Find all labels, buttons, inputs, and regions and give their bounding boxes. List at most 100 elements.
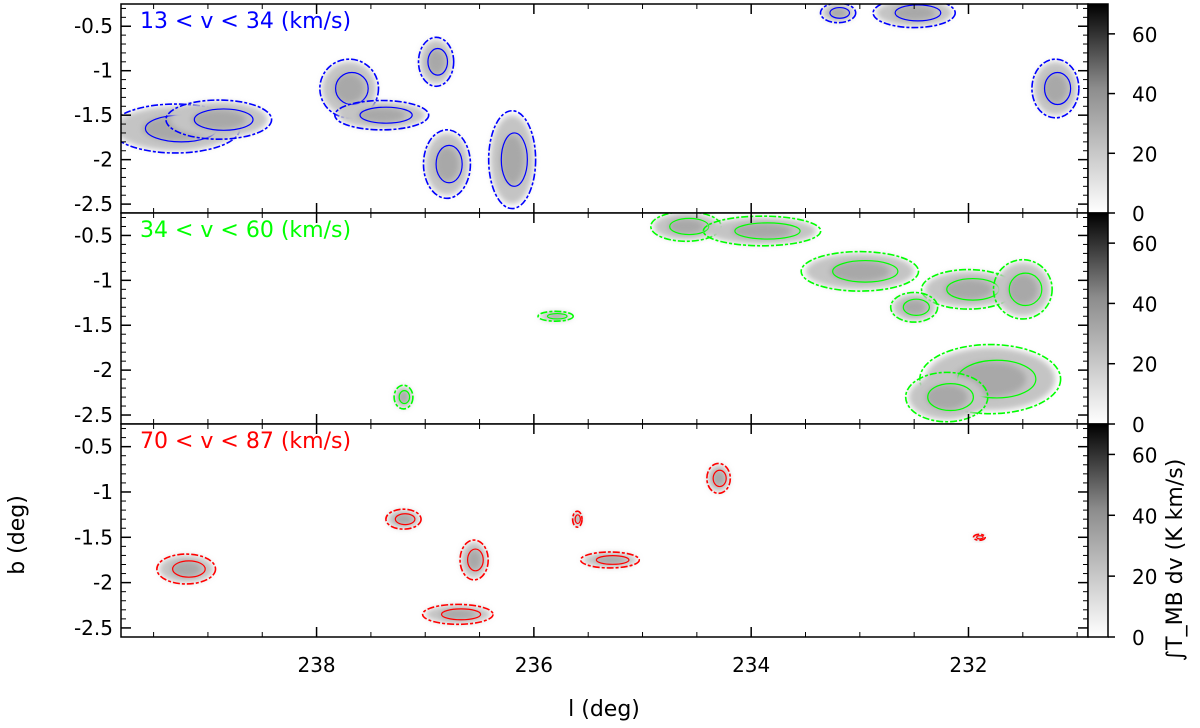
colorbar-tick-label: 60 <box>1132 23 1157 47</box>
contour-outer <box>706 462 732 495</box>
emission-core <box>398 391 409 403</box>
emission-core <box>435 146 459 182</box>
emission-map <box>393 213 1062 423</box>
contour-inner <box>466 548 484 572</box>
emission-core <box>1043 73 1068 104</box>
contour-inner <box>546 312 568 320</box>
y-tick-label: -2.5 <box>74 403 113 427</box>
colorbar <box>1087 3 1109 214</box>
emission-core <box>394 514 413 525</box>
contour-inner <box>595 555 630 565</box>
colorbar <box>1087 423 1109 638</box>
colorbar-tick-label: 40 <box>1132 292 1157 316</box>
contour-outer <box>579 551 641 569</box>
y-tick-label: -0.5 <box>74 14 113 38</box>
colorbar-tick-label: 20 <box>1132 353 1157 377</box>
emission-core <box>829 261 890 282</box>
x-tick-label: 236 <box>515 653 553 677</box>
contour-outer <box>417 36 455 88</box>
contour-inner <box>976 535 984 540</box>
y-tick-label: -0.5 <box>74 223 113 247</box>
x-tick-label: 232 <box>949 653 987 677</box>
emission-core <box>902 299 927 315</box>
emission-core <box>668 219 704 234</box>
contour-inner <box>832 259 899 283</box>
contour-inner <box>669 217 710 236</box>
contour-inner <box>440 608 482 621</box>
y-tick-label: -1.5 <box>74 313 113 337</box>
contour-outer <box>992 258 1053 320</box>
y-tick-label: -1 <box>93 59 113 83</box>
y-tick-label: -1.5 <box>74 525 113 549</box>
contour-inner <box>334 71 369 106</box>
emission-core <box>171 561 202 577</box>
contour-outer <box>156 553 217 585</box>
colorbar-tick-label: 40 <box>1132 83 1157 107</box>
panel-velocity-label: 13 < v < 34 (km/s) <box>140 9 351 34</box>
map-background <box>121 4 1088 213</box>
contour-outer <box>537 310 575 322</box>
x-axis-label: l (deg) <box>568 697 640 722</box>
contour-outer <box>904 371 989 423</box>
colorbar <box>1087 212 1109 425</box>
colorbar-tick-label: 20 <box>1132 142 1157 166</box>
contour-outer <box>1031 58 1080 119</box>
emission-core <box>427 49 446 75</box>
contour-inner <box>894 4 942 22</box>
y-tick-label: -2.5 <box>74 192 113 216</box>
contour-inner <box>574 514 581 525</box>
contour-inner <box>398 389 411 405</box>
emission-core <box>893 5 936 21</box>
contour-outer <box>487 109 537 210</box>
map-background <box>121 424 1088 637</box>
contour-outer <box>872 4 957 29</box>
contour-outer <box>334 99 430 131</box>
y-tick-label: -2.5 <box>74 616 113 640</box>
y-tick-label: -1 <box>93 268 113 292</box>
emission-core <box>439 609 476 620</box>
emission-core <box>546 313 565 319</box>
emission-core <box>574 515 580 524</box>
emission-map <box>156 462 987 626</box>
emission-core <box>1007 274 1038 305</box>
panels-layer: -0.5 -1 -1.5 -2 -2.5 13 < v < 34 (km/s) 0 20 40 6… <box>74 3 1157 677</box>
emission-core <box>944 279 993 300</box>
contour-outer <box>571 510 583 528</box>
contour-outer <box>422 129 472 200</box>
colorbar-tick-label: 60 <box>1132 232 1157 256</box>
contour-inner <box>427 47 449 76</box>
colorbar-tick-label: 40 <box>1132 504 1157 528</box>
emission-core <box>925 384 968 410</box>
y-tick-label: -2 <box>93 148 113 172</box>
contour-inner <box>500 132 528 187</box>
colorbar-tick-label: 20 <box>1132 565 1157 589</box>
colorbar-tick-label: 60 <box>1132 443 1157 467</box>
panel-1: -0.5 -1 -1.5 -2 -2.5 13 < v < 34 (km/s) 0 20 40 6… <box>74 3 1157 226</box>
colorbar-tick-label: 0 <box>1132 626 1145 650</box>
contour-outer <box>421 603 494 626</box>
contour-outer <box>889 291 939 323</box>
y-tick-label: -0.5 <box>74 435 113 459</box>
panel-velocity-label: 70 < v < 87 (km/s) <box>140 429 351 454</box>
contour-outer <box>819 4 857 24</box>
contour-inner <box>193 108 254 131</box>
contour-inner <box>712 469 727 488</box>
contour-inner <box>902 298 930 316</box>
x-tick-label: 234 <box>732 653 770 677</box>
emission-core <box>712 470 725 486</box>
contour-outer <box>385 508 422 530</box>
emission-core <box>334 73 365 104</box>
emission-core <box>976 535 983 539</box>
contour-inner <box>927 382 974 412</box>
colorbar-tick-label: 0 <box>1132 202 1145 226</box>
contour-inner <box>435 144 463 184</box>
x-tick-label: 238 <box>297 653 335 677</box>
emission-core <box>732 223 792 239</box>
contour-inner <box>1008 272 1043 307</box>
contour-inner <box>394 513 416 526</box>
y-tick-label: -2 <box>93 571 113 595</box>
y-tick-label: -2 <box>93 358 113 382</box>
contour-outer <box>800 250 920 292</box>
y-tick-label: -1.5 <box>74 103 113 127</box>
